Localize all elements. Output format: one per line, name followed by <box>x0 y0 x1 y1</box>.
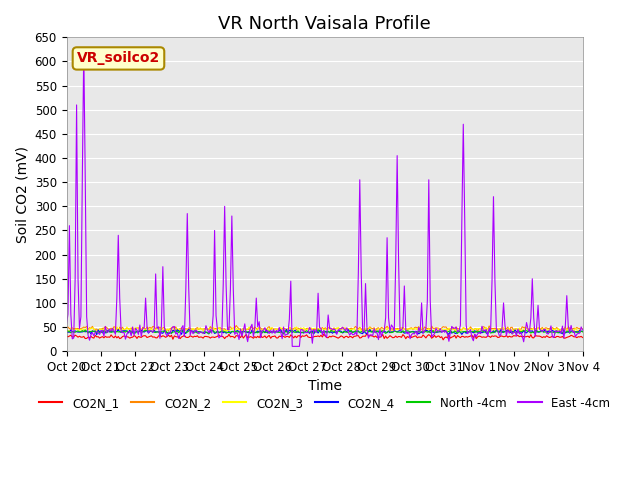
Line: CO2N_3: CO2N_3 <box>67 327 582 332</box>
CO2N_4 <box>244 330 252 336</box>
CO2N_2 <box>579 325 586 331</box>
CO2N_4 <box>553 328 561 334</box>
East -4cm <box>579 327 586 333</box>
Line: North -4cm: North -4cm <box>67 330 582 334</box>
East -4cm <box>235 336 243 342</box>
North -4cm <box>243 329 250 335</box>
CO2N_2 <box>290 325 298 331</box>
CO2N_2 <box>474 328 481 334</box>
East -4cm <box>127 333 135 339</box>
Line: East -4cm: East -4cm <box>67 49 582 347</box>
CO2N_1 <box>234 333 241 339</box>
CO2N_3 <box>290 326 298 332</box>
North -4cm <box>280 331 287 337</box>
North -4cm <box>63 328 70 334</box>
Line: CO2N_4: CO2N_4 <box>67 329 582 335</box>
East -4cm <box>218 334 226 339</box>
CO2N_4 <box>291 327 299 333</box>
North -4cm <box>126 329 134 335</box>
Legend: CO2N_1, CO2N_2, CO2N_3, CO2N_4, North -4cm, East -4cm: CO2N_1, CO2N_2, CO2N_3, CO2N_4, North -4… <box>34 392 615 414</box>
CO2N_4 <box>218 328 226 334</box>
Text: VR_soilco2: VR_soilco2 <box>77 51 160 65</box>
East -4cm <box>80 47 88 52</box>
North -4cm <box>314 327 322 333</box>
CO2N_3 <box>218 327 226 333</box>
North -4cm <box>216 329 224 335</box>
CO2N_4 <box>93 332 100 337</box>
CO2N_1 <box>126 335 134 341</box>
CO2N_4 <box>63 329 70 335</box>
East -4cm <box>63 322 70 327</box>
North -4cm <box>290 329 298 335</box>
Y-axis label: Soil CO2 (mV): Soil CO2 (mV) <box>15 146 29 243</box>
East -4cm <box>244 339 252 345</box>
CO2N_2 <box>63 325 70 331</box>
CO2N_1 <box>439 337 447 343</box>
CO2N_4 <box>579 328 586 334</box>
CO2N_1 <box>553 334 561 339</box>
CO2N_2 <box>553 324 561 330</box>
Line: CO2N_2: CO2N_2 <box>67 325 582 331</box>
CO2N_2 <box>232 323 240 328</box>
North -4cm <box>234 329 241 335</box>
CO2N_1 <box>289 334 296 339</box>
North -4cm <box>579 329 586 335</box>
CO2N_3 <box>552 326 559 332</box>
North -4cm <box>553 329 561 335</box>
CO2N_1 <box>363 330 371 336</box>
CO2N_1 <box>63 333 70 339</box>
Title: VR North Vaisala Profile: VR North Vaisala Profile <box>218 15 431 33</box>
CO2N_4 <box>283 326 291 332</box>
CO2N_2 <box>244 326 252 332</box>
CO2N_3 <box>235 326 243 332</box>
CO2N_2 <box>216 325 224 331</box>
CO2N_3 <box>63 326 70 332</box>
CO2N_3 <box>579 326 586 332</box>
East -4cm <box>553 329 561 335</box>
CO2N_1 <box>579 335 586 340</box>
CO2N_3 <box>127 327 135 333</box>
East -4cm <box>291 344 299 349</box>
CO2N_1 <box>243 332 250 337</box>
CO2N_3 <box>113 324 121 330</box>
CO2N_1 <box>216 334 224 339</box>
CO2N_3 <box>244 326 252 332</box>
CO2N_2 <box>126 326 134 332</box>
Line: CO2N_1: CO2N_1 <box>67 333 582 340</box>
CO2N_2 <box>235 326 243 332</box>
X-axis label: Time: Time <box>308 380 342 394</box>
CO2N_4 <box>235 329 243 335</box>
East -4cm <box>289 344 296 349</box>
CO2N_3 <box>553 329 561 335</box>
CO2N_4 <box>127 330 135 336</box>
